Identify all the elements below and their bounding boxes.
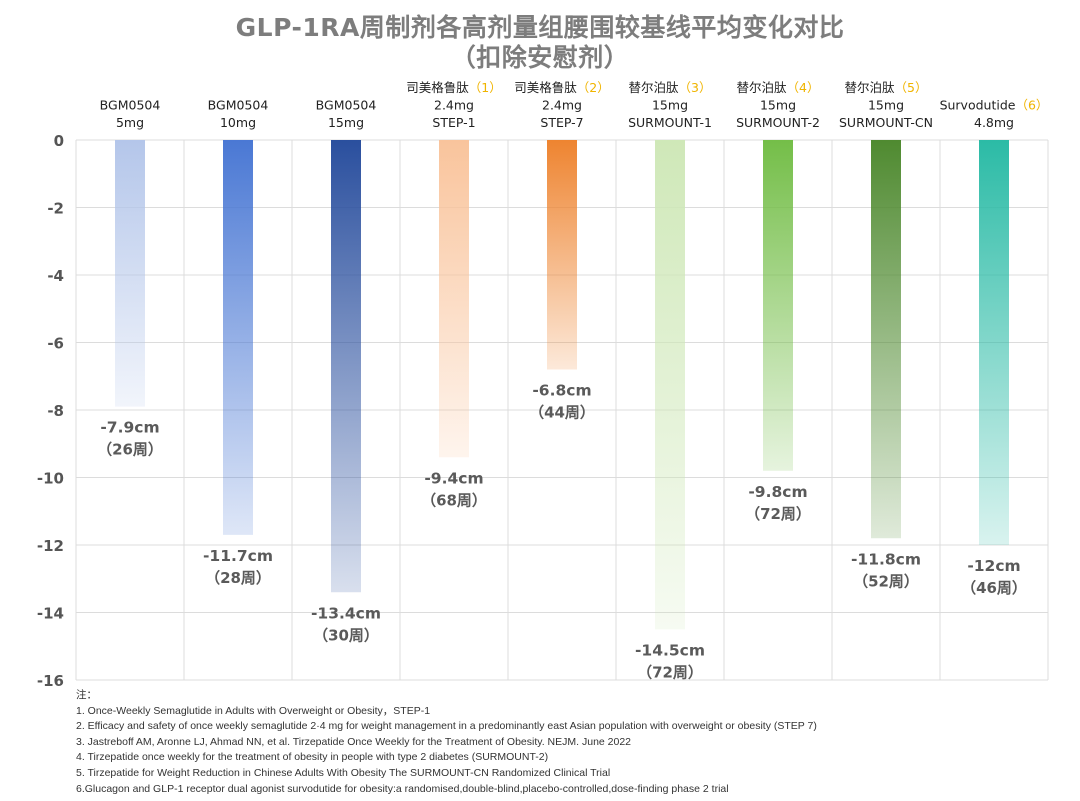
week-label-8: （52周） <box>853 572 919 590</box>
y-tick-label: -12 <box>37 537 64 555</box>
data-label-1: -7.9cm <box>100 419 159 437</box>
y-tick-label: -8 <box>47 402 64 420</box>
week-label-9: （46周） <box>961 579 1027 597</box>
category-label-6: SURMOUNT-1 <box>628 115 712 130</box>
footnotes: 注： 1. Once-Weekly Semaglutide in Adults … <box>76 688 1066 797</box>
category-label-4: 司美格鲁肽（1） <box>406 80 501 95</box>
data-label-2: -11.7cm <box>203 547 273 565</box>
category-label-7: 15mg <box>760 98 796 113</box>
category-label-8: 替尔泊肽（5） <box>845 80 928 95</box>
week-label-4: （68周） <box>421 491 487 509</box>
y-tick-label: -6 <box>47 335 64 353</box>
y-tick-label: -10 <box>37 470 64 488</box>
category-label-8: SURMOUNT-CN <box>839 115 933 130</box>
category-label-7: 替尔泊肽（4） <box>737 80 820 95</box>
week-label-7: （72周） <box>745 505 811 523</box>
category-label-4: STEP-1 <box>432 115 475 130</box>
bar-1 <box>115 140 145 407</box>
bar-6 <box>655 140 685 630</box>
category-label-5: 司美格鲁肽（2） <box>514 80 609 95</box>
data-label-7: -9.8cm <box>748 483 807 501</box>
y-tick-label: -16 <box>37 672 64 690</box>
category-label-6: 替尔泊肽（3） <box>629 80 712 95</box>
category-label-1: 5mg <box>116 115 144 130</box>
bar-7 <box>763 140 793 471</box>
category-label-7: SURMOUNT-2 <box>736 115 820 130</box>
week-label-5: （44周） <box>529 404 595 422</box>
category-label-5: STEP-7 <box>540 115 583 130</box>
data-label-4: -9.4cm <box>424 469 483 487</box>
chart-subtitle: （扣除安慰剂） <box>450 43 630 72</box>
footnote-3: 3. Jastreboff AM, Aronne LJ, Ahmad NN, e… <box>76 735 632 748</box>
data-label-8: -11.8cm <box>851 550 921 568</box>
y-tick-label: -14 <box>37 605 64 623</box>
category-label-9: Survodutide（6） <box>940 98 1049 113</box>
footnote-5: 5. Tirzepatide for Weight Reduction in C… <box>76 766 611 779</box>
footnote-2: 2. Efficacy and safety of once weekly se… <box>76 720 817 733</box>
footnote-1: 1. Once-Weekly Semaglutide in Adults wit… <box>76 704 431 717</box>
category-label-4: 2.4mg <box>434 98 474 113</box>
data-label-3: -13.4cm <box>311 604 381 622</box>
bar-9 <box>979 140 1009 545</box>
category-label-1: BGM0504 <box>100 98 161 113</box>
y-tick-label: -2 <box>47 200 64 218</box>
bar-3 <box>331 140 361 593</box>
bar-4 <box>439 140 469 458</box>
footnote-heading: 注： <box>76 689 97 701</box>
y-tick-label: -4 <box>47 267 64 285</box>
footnote-6: 6.Glucagon and GLP-1 receptor dual agoni… <box>76 782 729 795</box>
week-label-1: （26周） <box>97 441 163 459</box>
bar-5 <box>547 140 577 370</box>
footnote-4: 4. Tirzepatide once weekly for the treat… <box>76 751 549 764</box>
data-label-5: -6.8cm <box>532 382 591 400</box>
bar-2 <box>223 140 253 535</box>
chart-title: GLP-1RA周制剂各高剂量组腰围较基线平均变化对比 <box>235 13 845 42</box>
category-label-9: 4.8mg <box>974 115 1014 130</box>
category-label-2: 10mg <box>220 115 256 130</box>
week-label-6: （72周） <box>637 663 703 681</box>
data-label-9: -12cm <box>967 557 1020 575</box>
bar-8 <box>871 140 901 539</box>
category-label-2: BGM0504 <box>208 98 269 113</box>
bar-chart: 0 -2 -4 -6 -8 -10 -12 -14 -16 BGM0504 5mg -7.9cm （26… <box>37 80 1049 690</box>
data-label-6: -14.5cm <box>635 641 705 659</box>
category-label-6: 15mg <box>652 98 688 113</box>
week-label-3: （30周） <box>313 626 379 644</box>
y-tick-label: 0 <box>54 132 64 150</box>
category-label-3: 15mg <box>328 115 364 130</box>
category-label-5: 2.4mg <box>542 98 582 113</box>
category-label-8: 15mg <box>868 98 904 113</box>
category-label-3: BGM0504 <box>316 98 377 113</box>
week-label-2: （28周） <box>205 569 271 587</box>
